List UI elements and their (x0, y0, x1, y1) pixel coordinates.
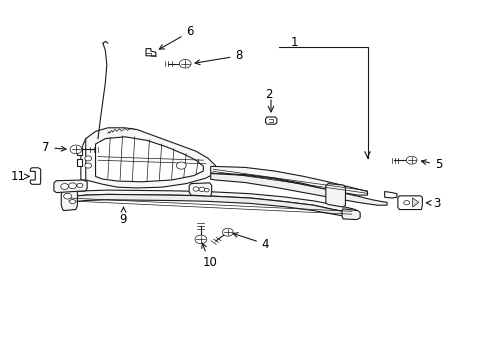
Text: 7: 7 (42, 141, 66, 154)
Circle shape (179, 59, 191, 68)
Text: 9: 9 (120, 207, 127, 226)
Polygon shape (61, 186, 77, 211)
Circle shape (406, 156, 417, 164)
Text: 10: 10 (202, 243, 217, 269)
Polygon shape (77, 159, 82, 166)
Text: 1: 1 (290, 36, 298, 49)
Circle shape (70, 145, 82, 154)
Text: 2: 2 (265, 88, 272, 101)
Polygon shape (96, 137, 203, 182)
Polygon shape (64, 194, 358, 219)
Polygon shape (342, 209, 360, 220)
Circle shape (77, 183, 83, 188)
Text: 8: 8 (195, 49, 243, 65)
Polygon shape (385, 192, 397, 198)
Polygon shape (398, 196, 422, 210)
Polygon shape (77, 148, 82, 155)
Circle shape (85, 163, 92, 168)
Circle shape (204, 188, 209, 192)
Polygon shape (54, 180, 87, 193)
Polygon shape (146, 49, 156, 56)
Polygon shape (211, 174, 387, 205)
Circle shape (70, 199, 75, 204)
Text: 6: 6 (159, 25, 194, 49)
Polygon shape (30, 168, 41, 184)
Polygon shape (211, 166, 368, 195)
Circle shape (64, 193, 72, 199)
Circle shape (85, 156, 92, 161)
Polygon shape (413, 198, 419, 207)
Circle shape (199, 187, 205, 192)
Polygon shape (189, 183, 212, 196)
Text: 5: 5 (421, 158, 442, 171)
Polygon shape (326, 184, 345, 207)
Text: 3: 3 (426, 197, 441, 210)
Polygon shape (64, 190, 358, 213)
Circle shape (193, 187, 199, 191)
Circle shape (61, 184, 69, 189)
Circle shape (176, 162, 186, 169)
Circle shape (222, 228, 233, 236)
Polygon shape (86, 128, 216, 188)
Circle shape (404, 201, 410, 205)
Circle shape (195, 235, 207, 244)
Circle shape (69, 183, 76, 189)
Polygon shape (266, 117, 277, 124)
Text: 11: 11 (11, 170, 29, 183)
Polygon shape (81, 137, 98, 180)
Text: 4: 4 (233, 233, 270, 251)
